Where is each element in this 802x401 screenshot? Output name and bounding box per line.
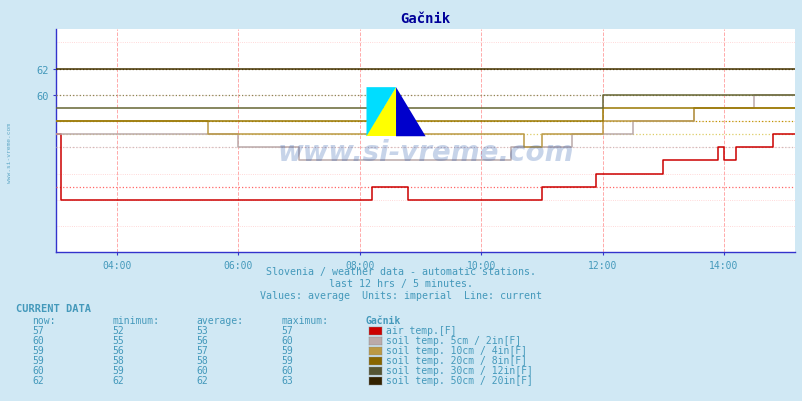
Text: soil temp. 10cm / 4in[F]: soil temp. 10cm / 4in[F] — [386, 345, 527, 355]
Text: CURRENT DATA: CURRENT DATA — [16, 303, 91, 313]
Text: last 12 hrs / 5 minutes.: last 12 hrs / 5 minutes. — [329, 279, 473, 289]
Text: 59: 59 — [32, 345, 44, 355]
Text: 59: 59 — [32, 355, 44, 365]
Text: 60: 60 — [32, 365, 44, 375]
Text: 62: 62 — [32, 375, 44, 385]
Text: www.si-vreme.com: www.si-vreme.com — [277, 138, 573, 166]
Text: 56: 56 — [112, 345, 124, 355]
Text: 60: 60 — [281, 335, 293, 345]
Text: soil temp. 20cm / 8in[F]: soil temp. 20cm / 8in[F] — [386, 355, 527, 365]
Text: 60: 60 — [281, 365, 293, 375]
Text: 52: 52 — [112, 325, 124, 335]
Text: Gačnik: Gačnik — [365, 315, 400, 325]
Text: Slovenia / weather data - automatic stations.: Slovenia / weather data - automatic stat… — [266, 267, 536, 277]
Text: 53: 53 — [196, 325, 209, 335]
Text: 55: 55 — [112, 335, 124, 345]
Text: 63: 63 — [281, 375, 293, 385]
Text: 60: 60 — [196, 365, 209, 375]
Text: soil temp. 50cm / 20in[F]: soil temp. 50cm / 20in[F] — [386, 375, 533, 385]
Text: 56: 56 — [196, 335, 209, 345]
Polygon shape — [366, 88, 395, 137]
Text: 57: 57 — [32, 325, 44, 335]
Text: 57: 57 — [196, 345, 209, 355]
Text: 62: 62 — [196, 375, 209, 385]
Text: 57: 57 — [281, 325, 293, 335]
Text: air temp.[F]: air temp.[F] — [386, 325, 456, 335]
Text: 58: 58 — [112, 355, 124, 365]
Text: soil temp. 30cm / 12in[F]: soil temp. 30cm / 12in[F] — [386, 365, 533, 375]
Text: maximum:: maximum: — [281, 315, 328, 325]
Text: 60: 60 — [32, 335, 44, 345]
Text: now:: now: — [32, 315, 55, 325]
Text: 59: 59 — [281, 355, 293, 365]
Polygon shape — [366, 88, 395, 137]
Title: Gačnik: Gačnik — [400, 12, 450, 26]
Text: Values: average  Units: imperial  Line: current: Values: average Units: imperial Line: cu… — [260, 291, 542, 301]
Text: soil temp. 5cm / 2in[F]: soil temp. 5cm / 2in[F] — [386, 335, 520, 345]
Text: 62: 62 — [112, 375, 124, 385]
Polygon shape — [395, 88, 425, 137]
Text: 59: 59 — [281, 345, 293, 355]
Text: 58: 58 — [196, 355, 209, 365]
Text: www.si-vreme.com: www.si-vreme.com — [7, 122, 12, 182]
Text: 59: 59 — [112, 365, 124, 375]
Text: average:: average: — [196, 315, 244, 325]
Text: minimum:: minimum: — [112, 315, 160, 325]
